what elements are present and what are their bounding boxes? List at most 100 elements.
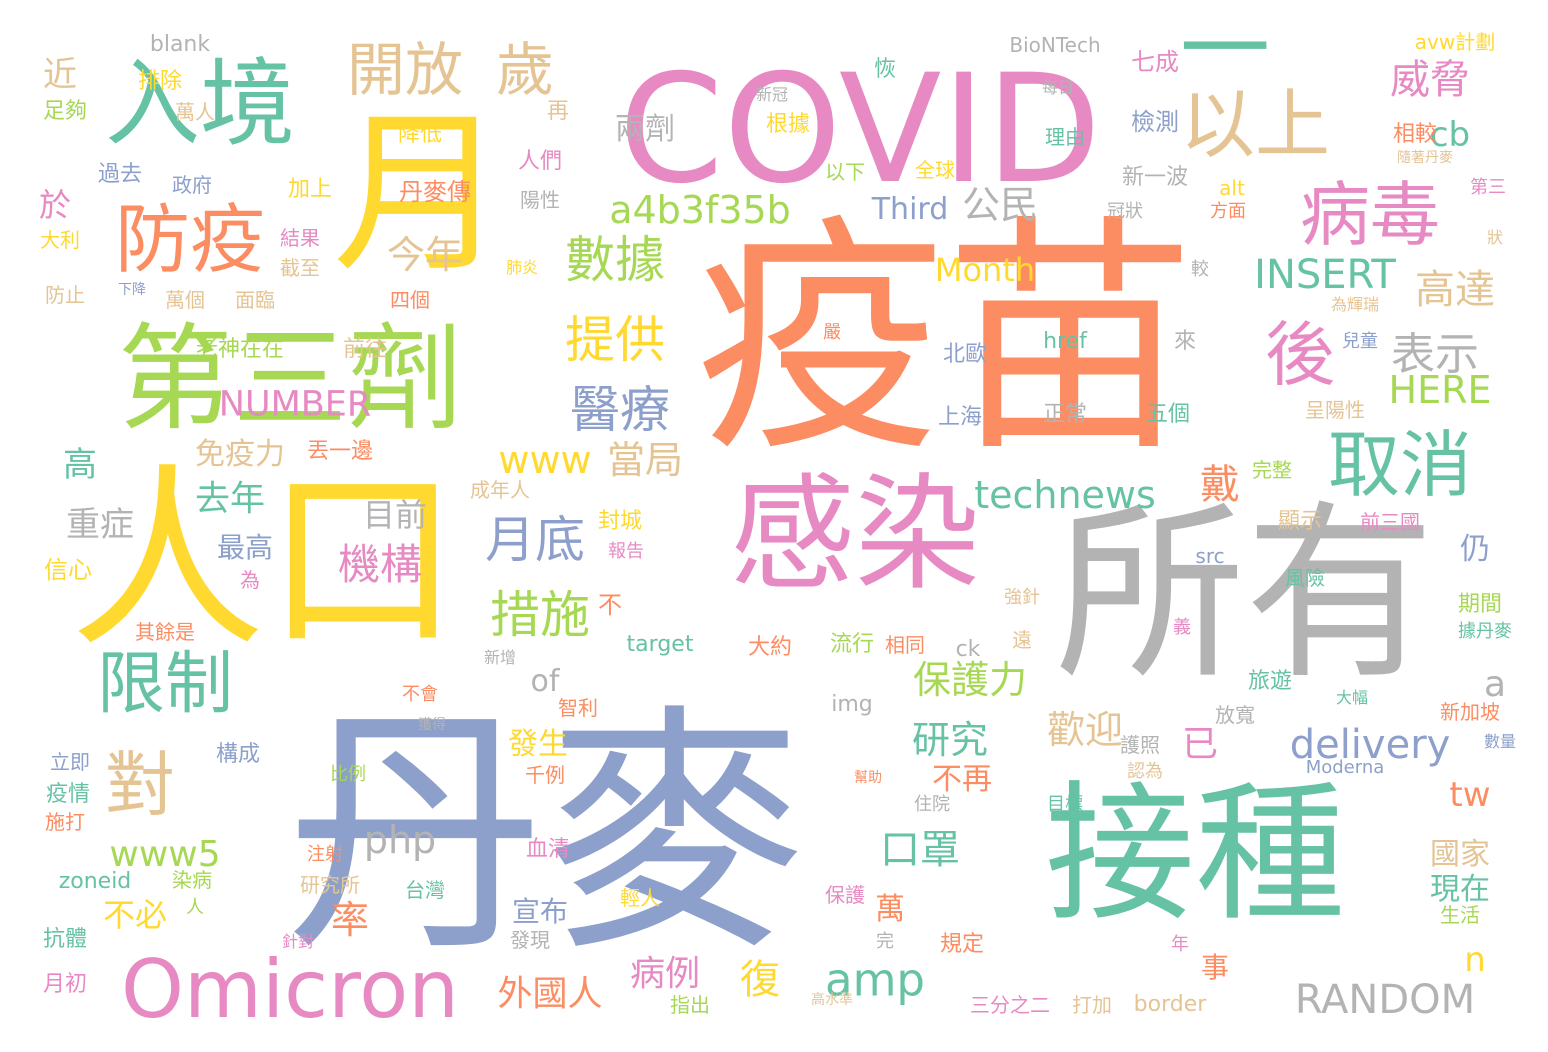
cloud-word: 結果: [280, 226, 320, 250]
cloud-word: 取消: [1327, 423, 1473, 507]
cloud-word: 措施: [490, 586, 590, 644]
cloud-word: 人們: [517, 149, 563, 174]
cloud-word: 提供: [565, 311, 665, 369]
cloud-word: 一: [1180, 0, 1270, 102]
cloud-word: a: [1483, 664, 1507, 705]
cloud-word: 率: [330, 898, 370, 942]
cloud-word: 北歐: [942, 342, 988, 367]
cloud-word: 義: [1173, 617, 1191, 638]
cloud-word: 不再: [932, 762, 992, 797]
cloud-word: 保護: [825, 883, 865, 907]
cloud-word: 入境: [104, 49, 296, 160]
cloud-word: NUMBER: [218, 384, 372, 425]
cloud-word: 為: [240, 568, 260, 592]
cloud-word: 公民: [961, 183, 1039, 227]
cloud-word: 高達: [1415, 267, 1495, 313]
cloud-word: 構成: [215, 742, 261, 767]
cloud-word: 人: [186, 897, 204, 918]
cloud-word: 血清: [525, 837, 571, 862]
cloud-word: 防疫: [114, 195, 266, 284]
cloud-word: 不必: [102, 896, 168, 934]
cloud-word: 方面: [1210, 201, 1246, 222]
cloud-word: 前往: [342, 337, 388, 362]
cloud-word: 期間: [1457, 592, 1503, 617]
cloud-word: 高: [63, 445, 97, 485]
cloud-word: 月初: [42, 972, 88, 997]
cloud-word: 信心: [44, 556, 92, 584]
cloud-word: Moderna: [1305, 757, 1385, 778]
cloud-word: 丟一邊: [306, 439, 374, 464]
cloud-word: src: [1195, 544, 1225, 568]
cloud-word: 大利: [40, 228, 80, 252]
cloud-word: 丹麥: [285, 684, 805, 986]
cloud-word: 報告: [608, 541, 644, 562]
cloud-word: 對: [105, 744, 175, 826]
cloud-word: Third: [871, 192, 949, 227]
cloud-word: 七成: [1131, 48, 1179, 76]
cloud-word: 限制: [96, 645, 234, 724]
cloud-word: 萬個: [165, 288, 205, 312]
cloud-word: 丹麥傳: [399, 178, 471, 206]
cloud-word: cb: [1429, 115, 1471, 155]
cloud-word: 打加: [1072, 993, 1112, 1017]
cloud-word: 立即: [50, 750, 90, 774]
cloud-word: HERE: [1388, 368, 1492, 412]
cloud-word: ck: [955, 637, 981, 662]
cloud-word: 國家: [1430, 837, 1490, 872]
cloud-word: img: [831, 692, 873, 717]
cloud-word: www: [498, 438, 592, 482]
cloud-word: 染病: [172, 868, 212, 892]
cloud-word: 歡迎: [1046, 708, 1124, 752]
cloud-word: 宣布: [511, 895, 569, 928]
cloud-word: 新冠: [755, 85, 789, 104]
cloud-word: 新加坡: [1440, 700, 1500, 724]
cloud-word: 接種: [1044, 768, 1346, 942]
cloud-word: 政府: [172, 173, 212, 197]
cloud-word: 目前: [362, 496, 428, 534]
cloud-word: 完: [876, 931, 894, 952]
cloud-word: 注射: [307, 844, 343, 865]
cloud-word: 幫助: [854, 770, 882, 786]
cloud-word: 戴: [1200, 462, 1240, 508]
cloud-word: border: [1133, 992, 1207, 1017]
cloud-word: 月底: [485, 511, 585, 569]
cloud-word: 其餘是: [135, 620, 195, 644]
cloud-word: 免疫力: [195, 437, 285, 472]
cloud-word: php: [363, 818, 437, 862]
cloud-word: 萬: [875, 892, 905, 927]
cloud-word: 數量: [1483, 732, 1517, 751]
cloud-word: 機構: [337, 540, 423, 589]
cloud-word: 恢: [873, 57, 897, 82]
cloud-word: 第三: [1470, 177, 1506, 198]
cloud-word: Month: [934, 251, 1036, 289]
cloud-word: 冠狀: [1107, 201, 1143, 222]
cloud-word: a4b3f35b: [609, 188, 791, 232]
cloud-word: 風險: [1285, 566, 1325, 590]
cloud-word: 護照: [1120, 733, 1160, 757]
cloud-word: 今年: [386, 233, 464, 277]
cloud-word: 大幅: [1335, 688, 1369, 707]
cloud-word: 旅遊: [1247, 669, 1293, 694]
cloud-word: 研究: [911, 718, 989, 762]
cloud-word: 截至: [280, 256, 320, 280]
cloud-word: INSERT: [1254, 252, 1396, 298]
cloud-word: tw: [1449, 775, 1491, 815]
cloud-word: 根據: [765, 112, 811, 137]
cloud-word: technews: [974, 473, 1156, 517]
cloud-word: target: [626, 632, 694, 657]
cloud-word: 智利: [558, 696, 598, 720]
cloud-word: 強針: [1004, 587, 1040, 608]
cloud-word: 所有: [1054, 484, 1436, 705]
cloud-word: 年: [1171, 934, 1189, 955]
cloud-word: 完整: [1252, 458, 1292, 482]
cloud-word: 輕人: [620, 886, 660, 910]
cloud-word: 封城: [597, 509, 643, 534]
cloud-word: 五個: [1145, 402, 1191, 427]
cloud-word: 仍: [1460, 532, 1490, 567]
cloud-word: 正常: [1042, 402, 1088, 427]
cloud-word: 數據: [565, 231, 665, 289]
cloud-word: 近: [43, 55, 77, 95]
cloud-word: 事: [1200, 951, 1230, 984]
cloud-word: 現在: [1430, 872, 1490, 907]
